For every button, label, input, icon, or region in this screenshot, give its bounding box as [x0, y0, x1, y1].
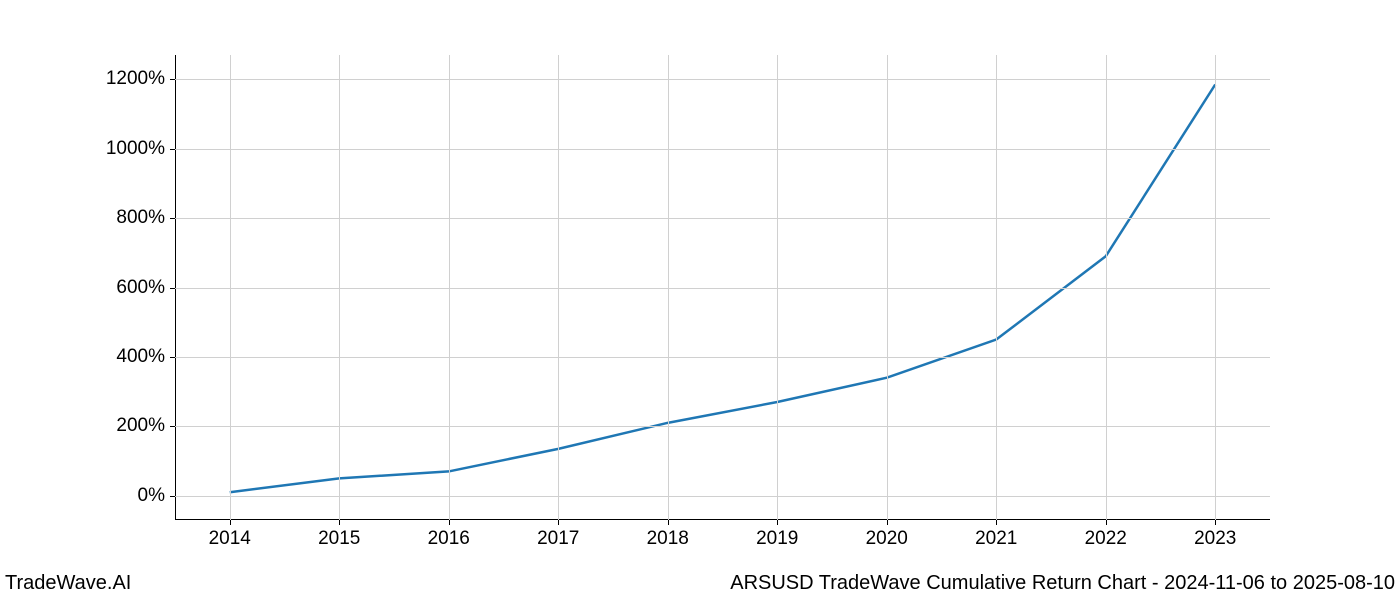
- y-tick-mark: [170, 218, 175, 219]
- x-tick-label: 2022: [1085, 528, 1127, 550]
- y-tick-label: 600%: [116, 277, 165, 299]
- y-tick-label: 1200%: [106, 68, 165, 90]
- y-tick-label: 400%: [116, 346, 165, 368]
- y-tick-label: 1000%: [106, 138, 165, 160]
- x-tick-label: 2016: [428, 528, 470, 550]
- y-tick-mark: [170, 149, 175, 150]
- x-tick-mark: [1215, 520, 1216, 525]
- x-tick-label: 2021: [975, 528, 1017, 550]
- y-tick-mark: [170, 426, 175, 427]
- x-tick-mark: [1106, 520, 1107, 525]
- y-tick-mark: [170, 357, 175, 358]
- y-tick-mark: [170, 496, 175, 497]
- grid-h: [175, 288, 1270, 289]
- grid-h: [175, 79, 1270, 80]
- footer-caption: ARSUSD TradeWave Cumulative Return Chart…: [730, 572, 1395, 595]
- x-tick-mark: [558, 520, 559, 525]
- y-tick-label: 200%: [116, 415, 165, 437]
- x-tick-mark: [777, 520, 778, 525]
- y-tick-mark: [170, 288, 175, 289]
- y-tick-label: 0%: [138, 485, 165, 507]
- x-tick-mark: [996, 520, 997, 525]
- grid-h: [175, 149, 1270, 150]
- grid-h: [175, 218, 1270, 219]
- y-tick-mark: [170, 79, 175, 80]
- x-tick-label: 2020: [866, 528, 908, 550]
- footer-brand: TradeWave.AI: [5, 572, 131, 595]
- grid-h: [175, 357, 1270, 358]
- x-tick-mark: [449, 520, 450, 525]
- x-tick-mark: [230, 520, 231, 525]
- x-tick-label: 2017: [537, 528, 579, 550]
- x-tick-label: 2018: [647, 528, 689, 550]
- x-tick-mark: [668, 520, 669, 525]
- x-tick-label: 2015: [318, 528, 360, 550]
- x-tick-label: 2023: [1194, 528, 1236, 550]
- x-tick-mark: [339, 520, 340, 525]
- x-tick-mark: [887, 520, 888, 525]
- grid-h: [175, 496, 1270, 497]
- x-tick-label: 2019: [756, 528, 798, 550]
- x-tick-label: 2014: [209, 528, 251, 550]
- grid-h: [175, 426, 1270, 427]
- y-tick-label: 800%: [116, 207, 165, 229]
